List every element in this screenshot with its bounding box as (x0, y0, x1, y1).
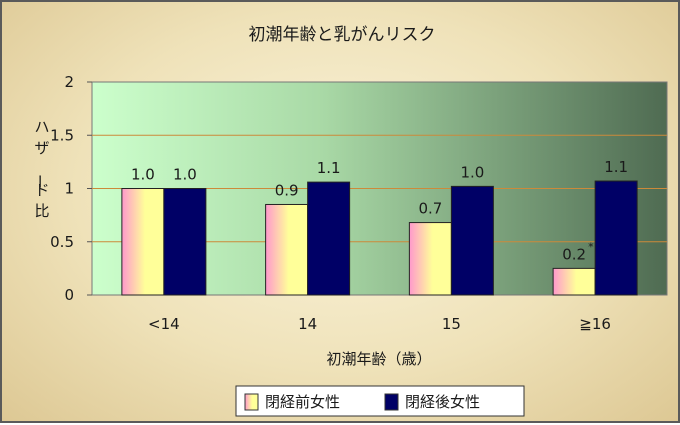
legend-label-postmenopausal: 閉経後女性 (405, 393, 480, 411)
significance-asterisk: * (588, 240, 594, 253)
legend-swatch-postmenopausal (384, 393, 399, 411)
bar (450, 185, 494, 296)
bar-value-label: 0.2 (562, 245, 586, 263)
chart-title: 初潮年齢と乳がんリスク (249, 25, 436, 45)
bar (307, 181, 351, 296)
bars (121, 180, 638, 296)
y-tick-label: 2 (64, 73, 74, 91)
bar (552, 267, 596, 296)
x-category-label: 15 (442, 315, 461, 333)
legend-swatch-premenopausal (244, 393, 259, 411)
x-category-label: 14 (298, 315, 317, 333)
bar (594, 180, 638, 296)
y-tick-label: 1.5 (50, 126, 74, 144)
x-category-label: ≧16 (579, 315, 611, 333)
y-tick-label: 1 (64, 180, 74, 198)
bar-value-label: 1.0 (460, 163, 484, 181)
bar-value-label: 1.1 (604, 158, 628, 176)
bar (408, 222, 452, 296)
x-categories: <14 14 15 ≧16 (148, 315, 611, 333)
y-tick-label: 0.5 (50, 233, 74, 251)
y-axis-title: ハザード比 (30, 118, 49, 220)
y-tick-label: 0 (64, 286, 74, 304)
bar-value-label: 1.0 (131, 166, 155, 184)
x-category-label: <14 (148, 315, 180, 333)
legend: 閉経前女性 閉経後女性 (235, 385, 525, 417)
value-labels: 1.0 1.0 0.9 1.1 0.7 1.0 0.2 * 1.1 (131, 158, 628, 263)
x-axis-title: 初潮年齢（歳） (326, 350, 431, 368)
bar-value-label: 1.0 (173, 166, 197, 184)
bar (163, 188, 207, 296)
bar-value-label: 1.1 (317, 159, 341, 177)
y-ticks: 0 0.5 1 1.5 2 (50, 73, 92, 304)
bar-value-label: 0.9 (275, 181, 299, 199)
bar-value-label: 0.7 (418, 200, 442, 218)
bar (121, 188, 165, 296)
legend-label-premenopausal: 閉経前女性 (265, 393, 340, 411)
bar (265, 203, 309, 296)
